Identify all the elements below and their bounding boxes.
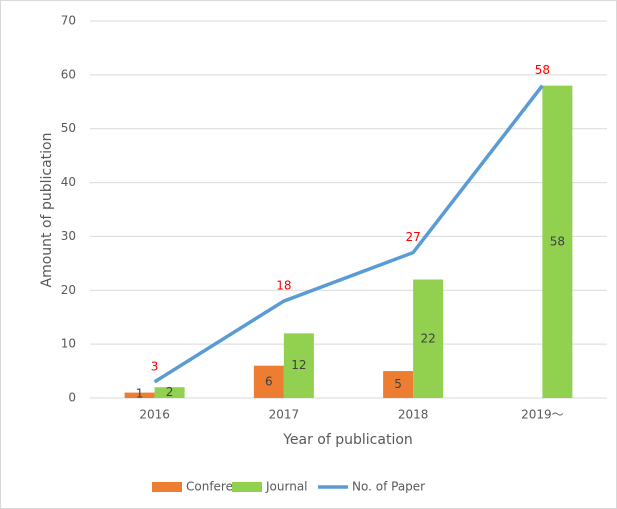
y-tick-label: 40 — [61, 175, 76, 189]
bar-value-label: 5 — [394, 377, 402, 391]
bar — [283, 333, 314, 398]
y-tick-label: 10 — [61, 337, 76, 351]
legend-label: Journal — [265, 480, 308, 494]
bar — [413, 279, 444, 398]
bar-value-label: 58 — [550, 234, 565, 248]
y-tick-label: 60 — [61, 67, 76, 81]
y-tick-label: 70 — [61, 14, 76, 28]
y-axis-title: Amount of publication — [39, 133, 55, 288]
legend-swatch — [152, 482, 182, 492]
y-tick-label: 20 — [61, 283, 76, 297]
bar — [542, 85, 573, 398]
line-value-label: 58 — [535, 63, 550, 77]
bar-value-label: 12 — [291, 358, 306, 372]
bar — [383, 371, 414, 398]
legend-swatch — [232, 482, 262, 492]
x-tick-label: 2016 — [139, 408, 170, 422]
y-tick-label: 50 — [61, 121, 76, 135]
x-tick-label: 2017 — [269, 408, 300, 422]
line-series — [153, 84, 544, 384]
line-value-label: 27 — [405, 230, 420, 244]
legend-label: No. of Paper — [352, 480, 425, 494]
line-value-label: 3 — [151, 359, 159, 373]
y-tick-label: 30 — [61, 229, 76, 243]
bar — [124, 392, 155, 398]
bar-value-label: 22 — [420, 331, 435, 345]
y-tick-label: 0 — [68, 391, 76, 405]
x-tick-label: 2019～ — [521, 408, 564, 422]
bar-value-label: 2 — [166, 385, 174, 399]
bar-value-label: 1 — [136, 387, 144, 401]
x-axis-title: Year of publication — [282, 432, 413, 448]
line-value-label: 18 — [276, 279, 291, 293]
x-tick-label: 2018 — [398, 408, 429, 422]
bar-value-label: 6 — [265, 374, 273, 388]
bar — [154, 387, 185, 398]
bar — [253, 365, 284, 398]
